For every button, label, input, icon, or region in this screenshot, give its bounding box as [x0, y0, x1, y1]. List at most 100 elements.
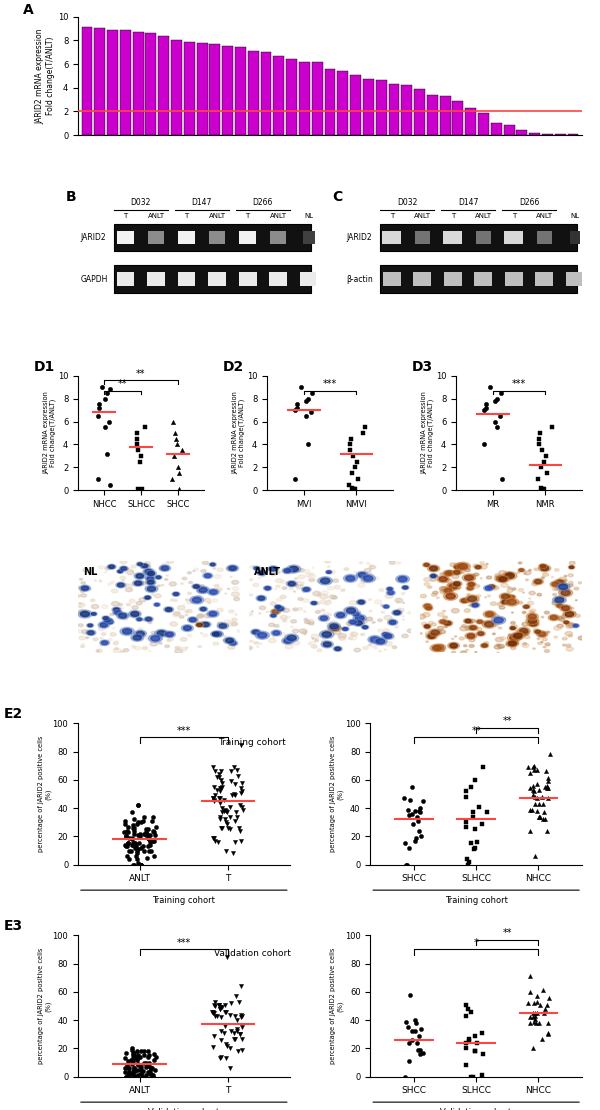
Point: [482, 804, 491, 821]
Circle shape: [254, 642, 259, 644]
Circle shape: [209, 610, 217, 615]
Circle shape: [440, 620, 446, 624]
Point: [121, 828, 131, 846]
Point: [209, 829, 218, 847]
Point: [532, 987, 542, 1005]
Circle shape: [514, 634, 522, 638]
Circle shape: [132, 606, 138, 609]
Point: [146, 1064, 156, 1082]
Circle shape: [270, 567, 277, 571]
Circle shape: [275, 605, 281, 608]
Point: [350, 481, 360, 498]
Circle shape: [147, 595, 151, 597]
Circle shape: [485, 612, 494, 616]
Point: [210, 1007, 220, 1025]
Text: ANLT: ANLT: [414, 213, 431, 219]
Circle shape: [488, 584, 496, 589]
Circle shape: [335, 647, 341, 650]
Point: [124, 1068, 134, 1086]
Circle shape: [177, 646, 181, 648]
Point: [208, 1005, 218, 1022]
Circle shape: [258, 577, 261, 579]
Circle shape: [328, 586, 334, 591]
Circle shape: [468, 583, 475, 586]
Circle shape: [521, 632, 527, 635]
Circle shape: [480, 562, 484, 564]
Circle shape: [384, 649, 386, 650]
Circle shape: [131, 645, 136, 647]
Point: [124, 1059, 133, 1077]
Point: [214, 996, 224, 1013]
Point: [142, 849, 152, 867]
Circle shape: [508, 634, 511, 636]
Circle shape: [419, 633, 422, 634]
Point: [211, 787, 220, 805]
Circle shape: [533, 648, 535, 649]
Circle shape: [469, 626, 472, 627]
Circle shape: [98, 566, 104, 568]
Point: [416, 1020, 426, 1038]
Circle shape: [439, 629, 446, 634]
Circle shape: [553, 594, 556, 596]
Point: [215, 810, 225, 828]
Circle shape: [550, 582, 560, 587]
Circle shape: [206, 602, 210, 604]
Point: [127, 829, 136, 847]
Point: [143, 1048, 152, 1066]
Circle shape: [443, 571, 454, 576]
Circle shape: [382, 633, 389, 636]
Point: [403, 800, 413, 818]
Circle shape: [469, 622, 473, 624]
Circle shape: [464, 608, 470, 613]
Circle shape: [552, 601, 559, 605]
Point: [123, 1059, 133, 1077]
Point: [212, 781, 221, 799]
Circle shape: [452, 574, 459, 578]
Circle shape: [428, 634, 436, 638]
Circle shape: [436, 647, 444, 652]
Point: [525, 800, 535, 818]
Circle shape: [341, 627, 349, 632]
Circle shape: [147, 577, 154, 581]
Circle shape: [534, 629, 542, 634]
Circle shape: [293, 608, 298, 611]
Circle shape: [544, 649, 550, 653]
Circle shape: [557, 624, 563, 628]
Point: [470, 839, 479, 857]
Circle shape: [329, 571, 336, 574]
Circle shape: [302, 598, 309, 603]
Point: [128, 836, 138, 854]
Point: [127, 1064, 137, 1082]
Text: D266: D266: [519, 199, 539, 208]
Circle shape: [108, 583, 111, 585]
Point: [212, 768, 222, 786]
Circle shape: [169, 582, 176, 586]
Point: [124, 824, 133, 841]
Point: [413, 1041, 423, 1059]
Circle shape: [134, 573, 146, 579]
Point: [169, 413, 178, 431]
Point: [133, 840, 143, 858]
Circle shape: [540, 565, 545, 567]
Circle shape: [511, 640, 517, 645]
Circle shape: [107, 615, 111, 617]
Circle shape: [566, 644, 571, 647]
Circle shape: [99, 581, 102, 582]
Point: [232, 1020, 242, 1038]
Circle shape: [290, 619, 296, 623]
Circle shape: [469, 605, 471, 606]
Circle shape: [420, 594, 427, 598]
Point: [127, 804, 137, 821]
Circle shape: [505, 598, 519, 606]
Point: [208, 1038, 217, 1056]
Circle shape: [433, 646, 441, 650]
Point: [136, 856, 146, 874]
Circle shape: [232, 623, 238, 626]
Point: [541, 810, 550, 828]
Point: [125, 1059, 134, 1077]
Circle shape: [131, 565, 136, 568]
Circle shape: [166, 575, 169, 576]
Circle shape: [100, 623, 106, 627]
Circle shape: [116, 613, 129, 619]
Circle shape: [227, 588, 230, 589]
